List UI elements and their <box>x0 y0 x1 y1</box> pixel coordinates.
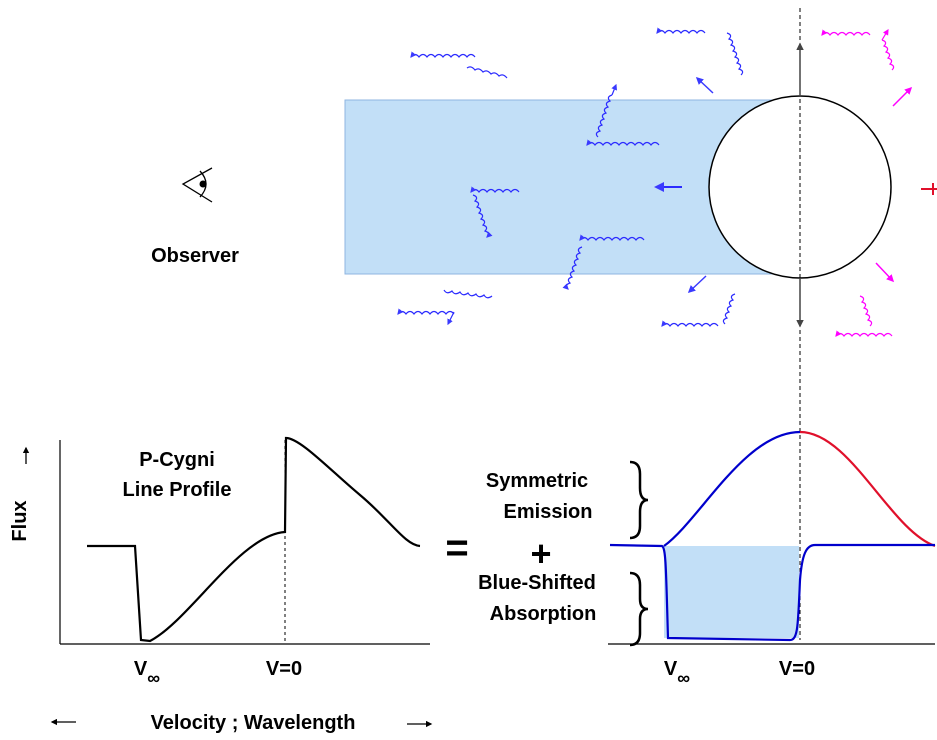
profile-title-line2: Line Profile <box>123 479 232 501</box>
arrow-lower-left <box>687 275 707 294</box>
magenta-photons <box>821 28 895 337</box>
profile-title-line1: P-Cygni <box>139 449 215 471</box>
left-v-inf-label: V∞ <box>134 658 160 688</box>
flux-axis-label: Flux <box>9 500 31 541</box>
emission-curve-blue <box>663 430 801 547</box>
blue-photons <box>397 27 744 327</box>
equals-sign: = <box>445 526 468 570</box>
absorption-fill <box>664 546 799 638</box>
arrow-upper-left <box>695 76 714 94</box>
plus-sign: + <box>530 533 551 574</box>
symmetric-label-line1: Symmetric <box>486 470 588 492</box>
absorption-brace <box>629 571 649 647</box>
arrow-lower-right <box>875 262 895 283</box>
observer-label: Observer <box>151 245 239 267</box>
right-v-inf-label: V∞ <box>664 658 690 688</box>
absorption-label-line1: Blue-Shifted <box>478 572 596 594</box>
emission-curve-red <box>799 430 936 548</box>
right-v-zero-label: V=0 <box>779 658 815 680</box>
emission-brace <box>629 460 649 540</box>
p-cygni-plot: P-Cygni Line Profile V∞ V=0 <box>59 436 430 688</box>
left-v-zero-label: V=0 <box>266 658 302 680</box>
velocity-axis-label: Velocity ; Wavelength <box>151 712 356 734</box>
absorption-label-line2: Absorption <box>490 603 597 625</box>
components-plot: V∞ V=0 <box>608 430 936 688</box>
absorption-curve <box>609 543 935 642</box>
eye-icon <box>181 167 213 203</box>
symmetric-label-line2: Emission <box>504 501 593 523</box>
p-cygni-curve <box>87 436 421 643</box>
arrow-upper-right <box>892 86 913 107</box>
